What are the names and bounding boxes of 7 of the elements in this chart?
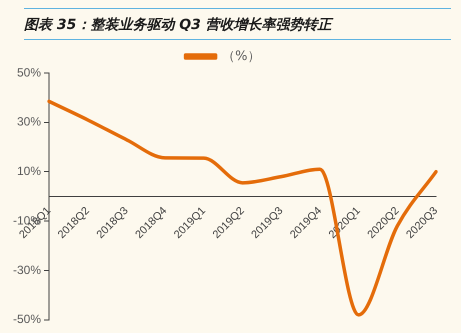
legend-label: （%） — [222, 48, 260, 64]
y-tick-label: 10% — [16, 164, 42, 178]
chart-title: 图表 35：整装业务驱动 Q3 营收增长率强势转正 — [24, 17, 332, 33]
y-tick-label: -30% — [13, 262, 42, 277]
y-tick-label: -50% — [13, 312, 42, 326]
y-tick-label: 50% — [16, 65, 42, 80]
y-tick-label: 30% — [16, 114, 42, 129]
